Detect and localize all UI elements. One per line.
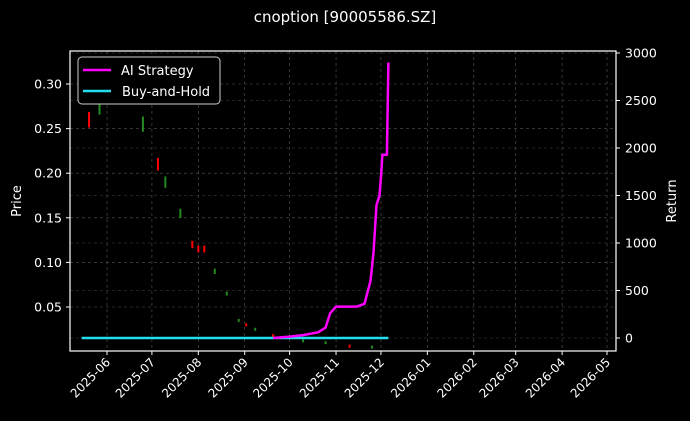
y-right-tick-label: 500	[625, 283, 649, 298]
candle	[245, 323, 248, 327]
y-left-tick-label: 0.15	[34, 210, 62, 225]
candle	[254, 327, 257, 331]
y-right-tick-label: 1500	[625, 188, 657, 203]
candle	[324, 341, 327, 345]
candle	[141, 116, 144, 132]
candle	[156, 157, 159, 171]
x-tick-label: 2026-02	[435, 355, 480, 400]
plot-frame	[69, 50, 617, 352]
legend-label-buy-and-hold: Buy-and-Hold	[122, 85, 210, 100]
y-axis-left-label: Price	[10, 185, 25, 217]
candle	[225, 291, 228, 296]
x-tick-label: 2025-10	[250, 355, 295, 400]
legend: AI Strategy Buy-and-Hold	[77, 56, 221, 105]
candle	[213, 268, 216, 275]
y-axis-left: 0.05 0.10 0.15 0.20 0.25 0.30	[34, 77, 70, 315]
candle	[302, 339, 305, 343]
x-tick-label: 2025-12	[342, 355, 387, 400]
x-tick-label: 2026-01	[388, 355, 433, 400]
price-candles	[88, 98, 373, 349]
y-left-tick-label: 0.25	[34, 121, 62, 136]
candle	[191, 240, 194, 249]
y-right-tick-label: 0	[625, 331, 633, 346]
y-right-tick-label: 2000	[625, 141, 657, 156]
y-left-tick-label: 0.20	[34, 166, 62, 181]
legend-label-ai-strategy: AI Strategy	[121, 64, 194, 79]
candle	[272, 334, 275, 338]
candle	[237, 318, 240, 322]
x-axis: 2025-06 2025-07 2025-08 2025-09 2025-10 2025-…	[68, 351, 613, 401]
x-tick-label: 2026-03	[476, 355, 521, 400]
y-axis-right: 0 500 1000 1500 2000 2500 3000	[616, 46, 657, 346]
candle	[179, 208, 182, 218]
y-right-tick-label: 2500	[625, 93, 657, 108]
y-left-tick-label: 0.10	[34, 255, 62, 270]
x-tick-label: 2025-08	[159, 355, 204, 400]
candle	[370, 345, 373, 349]
candle	[348, 344, 351, 348]
y-right-tick-label: 1000	[625, 236, 657, 251]
candle	[197, 245, 200, 253]
x-tick-label: 2026-05	[568, 355, 613, 400]
x-tick-label: 2026-04	[523, 355, 568, 400]
x-tick-label: 2025-09	[205, 355, 250, 400]
candle	[98, 98, 101, 115]
return-lines	[81, 62, 390, 340]
y-right-tick-label: 3000	[625, 46, 657, 61]
y-axis-right-label: Return	[665, 179, 680, 222]
legend-box	[77, 56, 221, 105]
x-tick-label: 2025-07	[113, 355, 158, 400]
chart-title: cnoption [90005586.SZ]	[253, 8, 437, 26]
candle	[164, 176, 167, 188]
x-tick-label: 2025-11	[297, 355, 342, 400]
x-tick-label: 2025-06	[68, 355, 113, 400]
candle	[88, 111, 91, 128]
candle	[203, 245, 206, 253]
series-ai-strategy	[273, 62, 390, 340]
y-left-tick-label: 0.30	[34, 77, 62, 92]
y-left-tick-label: 0.05	[34, 300, 62, 315]
